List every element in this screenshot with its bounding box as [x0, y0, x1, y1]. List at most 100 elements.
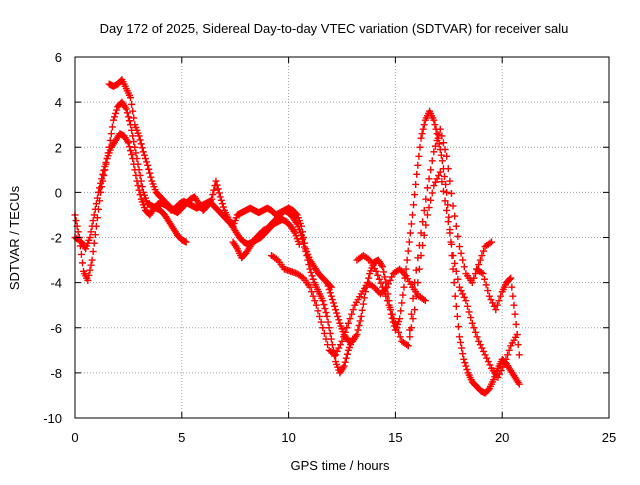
data-point-interp	[136, 191, 144, 199]
data-point-interp	[97, 179, 105, 187]
data-point-interp	[478, 252, 486, 260]
data-point-interp	[470, 324, 478, 332]
data-point-interp	[365, 274, 373, 282]
data-point	[460, 355, 468, 363]
data-point-interp	[447, 240, 455, 248]
data-point	[297, 231, 305, 239]
data-point-interp	[441, 146, 449, 154]
data-point	[90, 211, 98, 219]
data-point-interp	[402, 265, 410, 273]
data-point	[436, 125, 444, 133]
data-point-interp	[452, 267, 460, 275]
data-point	[391, 319, 399, 327]
data-point	[86, 234, 94, 241]
data-point-interp	[490, 302, 498, 310]
data-point-interp	[415, 265, 423, 273]
data-point-interp	[132, 149, 140, 157]
data-point-interp	[343, 324, 351, 332]
data-point	[507, 274, 515, 282]
data-point	[411, 306, 419, 314]
data-point-interp	[298, 273, 306, 281]
data-point-interp	[381, 273, 389, 281]
data-point-interp	[428, 157, 436, 165]
series-track-b	[71, 130, 303, 253]
data-point-interp	[326, 329, 334, 337]
data-point-interp	[472, 328, 479, 336]
data-point	[319, 324, 327, 332]
data-point-interp	[438, 178, 446, 186]
chart-title: Day 172 of 2025, Sidereal Day-to-day VTE…	[100, 21, 569, 36]
data-point-interp	[484, 287, 492, 295]
series-track-i	[473, 265, 523, 359]
data-point	[139, 148, 147, 156]
series-track-a	[71, 98, 190, 284]
data-point-interp	[433, 136, 441, 144]
data-point-interp	[459, 256, 467, 264]
data-point-interp	[88, 222, 96, 230]
data-point	[413, 170, 421, 178]
data-point	[396, 315, 404, 323]
data-point	[404, 247, 412, 255]
data-point-interp	[382, 292, 390, 300]
data-point	[323, 312, 331, 320]
y-tick-label: -10	[43, 411, 62, 426]
data-point-interp	[111, 113, 119, 121]
data-point-interp	[72, 217, 80, 225]
data-point	[379, 283, 387, 291]
data-point-interp	[210, 186, 218, 194]
data-point-interp	[495, 297, 503, 305]
data-point	[344, 319, 352, 327]
data-point	[443, 206, 451, 214]
data-point-interp	[452, 222, 460, 230]
data-point	[515, 351, 523, 359]
data-point-interp	[447, 190, 455, 198]
data-point-interp	[364, 279, 372, 287]
x-axis-label: GPS time / hours	[291, 458, 390, 473]
data-point-interp	[140, 151, 148, 159]
data-point	[449, 252, 457, 260]
data-point-interp	[354, 326, 362, 334]
data-point-interp	[374, 271, 382, 279]
data-point-interp	[414, 161, 422, 169]
data-point	[443, 152, 451, 160]
data-point-interp	[214, 185, 222, 193]
y-tick-label: -4	[50, 276, 62, 291]
data-point-interp	[308, 272, 316, 280]
data-point	[99, 170, 107, 178]
data-point-interp	[128, 151, 136, 159]
data-point-interp	[508, 283, 516, 291]
data-point-interp	[482, 281, 490, 289]
data-point-interp	[459, 290, 467, 298]
x-tick-label: 10	[281, 430, 295, 445]
data-point-interp	[470, 274, 478, 282]
data-point-interp	[127, 147, 135, 155]
data-point-interp	[405, 238, 413, 246]
data-point-interp	[348, 310, 356, 318]
data-point-interp	[324, 318, 332, 326]
data-point-interp	[213, 181, 221, 189]
data-point-interp	[324, 282, 332, 290]
data-point-interp	[407, 310, 415, 318]
data-point	[216, 193, 224, 201]
data-point-interp	[138, 183, 146, 191]
data-point-interp	[461, 359, 469, 367]
data-point-interp	[483, 354, 491, 362]
y-tick-label: 6	[55, 50, 62, 65]
data-point-interp	[414, 254, 422, 262]
data-point	[124, 139, 132, 147]
data-point-interp	[125, 143, 133, 151]
data-point-interp	[452, 302, 460, 310]
data-point-interp	[98, 175, 106, 183]
data-point-interp	[123, 109, 131, 117]
data-point-interp	[422, 221, 430, 229]
data-point-interp	[322, 309, 330, 317]
data-point-interp	[409, 315, 417, 323]
data-point-interp	[487, 296, 495, 304]
data-point	[332, 351, 340, 359]
data-point-interp	[397, 267, 405, 275]
x-tick-label: 25	[602, 430, 616, 445]
data-point-interp	[439, 187, 447, 195]
data-point-interp	[478, 344, 486, 352]
data-point-interp	[412, 180, 420, 188]
